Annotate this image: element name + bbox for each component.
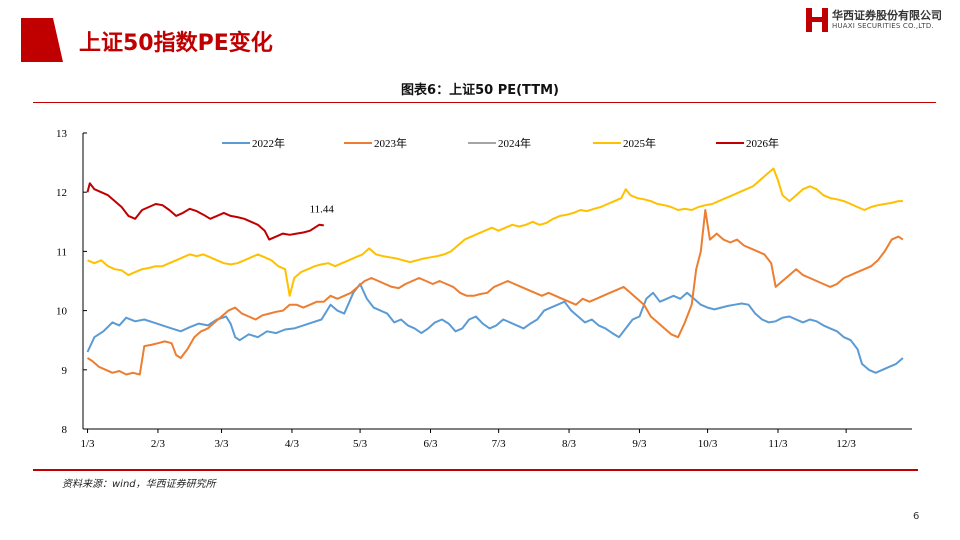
title-accent-block [21,18,63,62]
y-tick-label: 13 [56,128,68,140]
series-line-2022年 [86,283,904,374]
x-tick-label: 4/3 [285,438,300,450]
x-tick-label: 9/3 [632,438,647,450]
legend-label: 2022年 [252,136,285,150]
y-tick-label: 11 [56,246,67,258]
x-tick-label: 3/3 [215,438,230,450]
data-label-last-value: 11.44 [310,203,335,215]
page-number: 6 [913,511,920,522]
y-tick-label: 9 [62,365,68,377]
logo-company-name-cn: 华西证券股份有限公司 [832,9,942,22]
x-tick-label: 10/3 [698,438,718,450]
page-title: 上证50指数PE变化 [79,31,273,56]
series-line-2023年 [86,209,904,376]
source-note: 资料来源：wind，华西证券研究所 [62,479,216,490]
y-tick-label: 8 [62,424,68,436]
x-tick-label: 5/3 [353,438,368,450]
logo-company-name-en: HUAXI SECURITIES CO.,LTD. [832,22,934,30]
x-tick-label: 8/3 [562,438,577,450]
legend-label: 2026年 [746,136,779,150]
series-line-2025年 [87,167,903,297]
top-divider [33,102,936,103]
bottom-divider [33,469,918,471]
huaxi-logo-icon [806,8,828,32]
x-tick-label: 6/3 [423,438,438,450]
legend-label: 2024年 [498,136,531,150]
x-tick-label: 1/3 [81,438,96,450]
series-line-2026年 [86,182,324,241]
legend-label: 2023年 [374,136,407,150]
y-tick-label: 12 [56,187,67,199]
x-tick-label: 2/3 [151,438,166,450]
x-tick-label: 7/3 [492,438,507,450]
chart-title: 图表6：上证50 PE(TTM) [401,83,559,98]
legend-label: 2025年 [623,136,656,150]
y-tick-label: 10 [56,306,68,318]
x-tick-label: 12/3 [836,438,856,450]
x-tick-label: 11/3 [768,438,788,450]
company-logo: 华西证券股份有限公司 HUAXI SECURITIES CO.,LTD. [806,6,952,34]
